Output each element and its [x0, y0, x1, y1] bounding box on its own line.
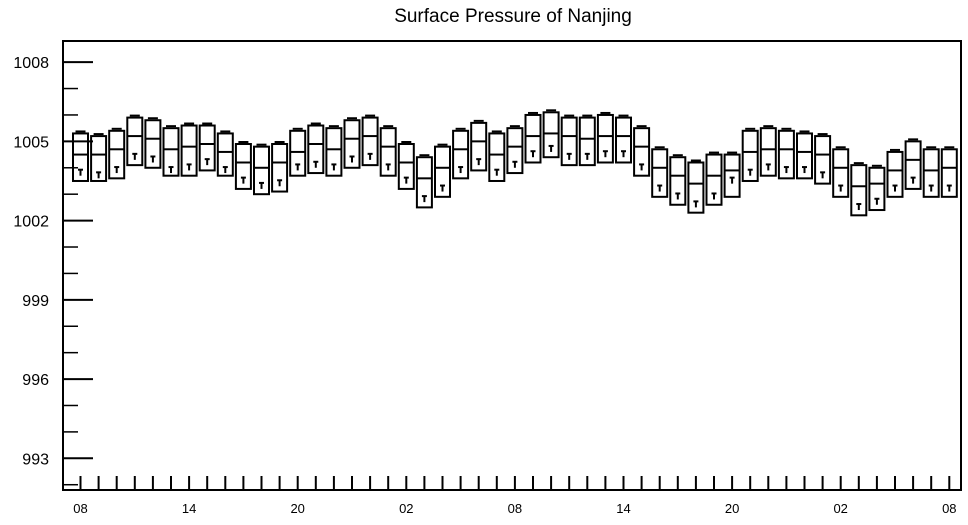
box	[434, 145, 451, 198]
box	[904, 140, 922, 190]
box	[633, 127, 651, 177]
box	[832, 148, 850, 198]
plot-area: 1008 1005 1002 999 996 993 08 14 20 02 08 14 20 02 08	[13, 40, 962, 516]
box	[90, 135, 108, 182]
x-tick-label: 14	[616, 501, 630, 516]
box	[180, 124, 198, 177]
box	[72, 132, 89, 182]
box	[343, 119, 361, 169]
box	[108, 129, 126, 180]
box	[325, 127, 343, 177]
plot-frame	[62, 40, 962, 491]
x-tick-label: 14	[182, 501, 196, 516]
chart-title: Surface Pressure of Nanjing	[394, 6, 632, 27]
box	[234, 143, 252, 190]
box	[144, 119, 162, 169]
box	[868, 166, 886, 212]
box	[687, 161, 705, 214]
box	[705, 153, 723, 206]
y-tick-label: 993	[22, 451, 49, 468]
y-tick-label: 1008	[13, 55, 49, 72]
box	[796, 132, 813, 180]
box	[271, 143, 289, 193]
box	[886, 150, 904, 198]
box	[940, 148, 958, 198]
box	[596, 113, 614, 164]
x-tick-label: 08	[508, 501, 522, 516]
box	[415, 156, 433, 209]
y-tick-label: 1002	[13, 214, 49, 231]
box	[669, 156, 687, 206]
box	[578, 116, 596, 167]
box	[289, 129, 307, 177]
box	[741, 129, 759, 182]
box	[542, 111, 560, 159]
box	[651, 148, 669, 198]
box	[307, 124, 325, 175]
box	[488, 132, 506, 182]
box	[759, 127, 777, 177]
box	[506, 127, 524, 175]
box	[216, 132, 234, 177]
y-tick-label: 999	[22, 293, 49, 310]
y-tick-label: 1005	[13, 134, 49, 151]
x-tick-label: 08	[942, 501, 956, 516]
box	[560, 116, 578, 167]
box	[397, 143, 415, 190]
box	[162, 127, 180, 177]
box	[470, 121, 488, 172]
x-tick-label: 20	[725, 501, 739, 516]
box	[452, 129, 470, 180]
box	[379, 127, 397, 177]
x-tick-label: 08	[73, 501, 87, 516]
box	[723, 153, 741, 198]
box	[253, 145, 270, 196]
box	[850, 164, 868, 217]
box	[922, 148, 940, 198]
box	[615, 116, 632, 164]
box	[814, 135, 832, 185]
x-tick-label: 02	[399, 501, 413, 516]
box	[126, 116, 144, 167]
box	[361, 116, 379, 167]
box	[198, 124, 216, 172]
box	[524, 113, 542, 164]
x-tick-label: 02	[833, 501, 847, 516]
box	[777, 129, 795, 180]
y-tick-label: 996	[22, 372, 49, 389]
x-tick-label: 20	[290, 501, 304, 516]
